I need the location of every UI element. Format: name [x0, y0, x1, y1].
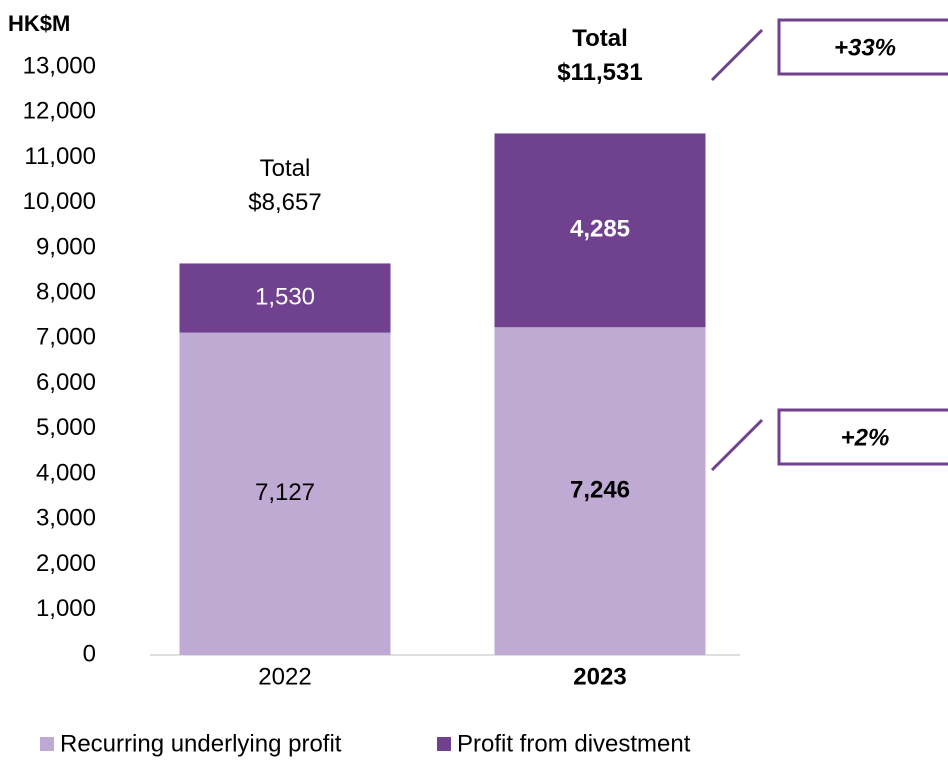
total-title: Total — [572, 25, 628, 52]
annotation-box — [777, 408, 948, 466]
y-tick-label: 13,000 — [23, 52, 96, 79]
value-label: 4,285 — [570, 216, 630, 243]
y-tick-label: 8,000 — [36, 278, 96, 305]
y-tick-label: 9,000 — [36, 233, 96, 260]
total-label: $11,531 — [557, 59, 642, 86]
y-tick-label: 12,000 — [23, 98, 96, 125]
y-tick-label: 11,000 — [24, 143, 96, 170]
y-tick-label: 3,000 — [36, 505, 96, 532]
connector — [710, 28, 764, 82]
legend-swatch — [437, 737, 451, 751]
annotation-box — [777, 18, 948, 76]
y-axis-label: HK$M — [8, 11, 70, 36]
value-label: 7,246 — [570, 476, 630, 503]
value-label: 1,530 — [255, 283, 315, 310]
legend-label: Recurring underlying profit — [60, 730, 342, 757]
annotation: +33% — [834, 34, 896, 61]
x-tick-label: 2022 — [258, 663, 311, 690]
bar-segment — [494, 133, 706, 328]
x-tick-label: 2023 — [573, 663, 626, 690]
legend-swatch — [40, 737, 54, 751]
y-tick-label: 10,000 — [23, 188, 96, 215]
value-label: 7,127 — [255, 479, 315, 506]
total-label: $8,657 — [248, 189, 321, 216]
bar-segment — [179, 332, 391, 655]
y-tick-label: 2,000 — [36, 550, 96, 577]
bar-segment — [494, 327, 706, 655]
y-tick-label: 6,000 — [36, 369, 96, 396]
connector — [710, 418, 764, 472]
y-tick-label: 0 — [83, 640, 96, 667]
y-tick-label: 7,000 — [36, 324, 96, 351]
y-tick-label: 1,000 — [36, 595, 96, 622]
y-tick-label: 5,000 — [36, 414, 96, 441]
legend-label: Profit from divestment — [457, 730, 691, 757]
y-tick-label: 4,000 — [36, 459, 96, 486]
total-title: Total — [260, 155, 311, 182]
annotation: +2% — [841, 424, 890, 451]
bar-segment — [179, 263, 391, 333]
